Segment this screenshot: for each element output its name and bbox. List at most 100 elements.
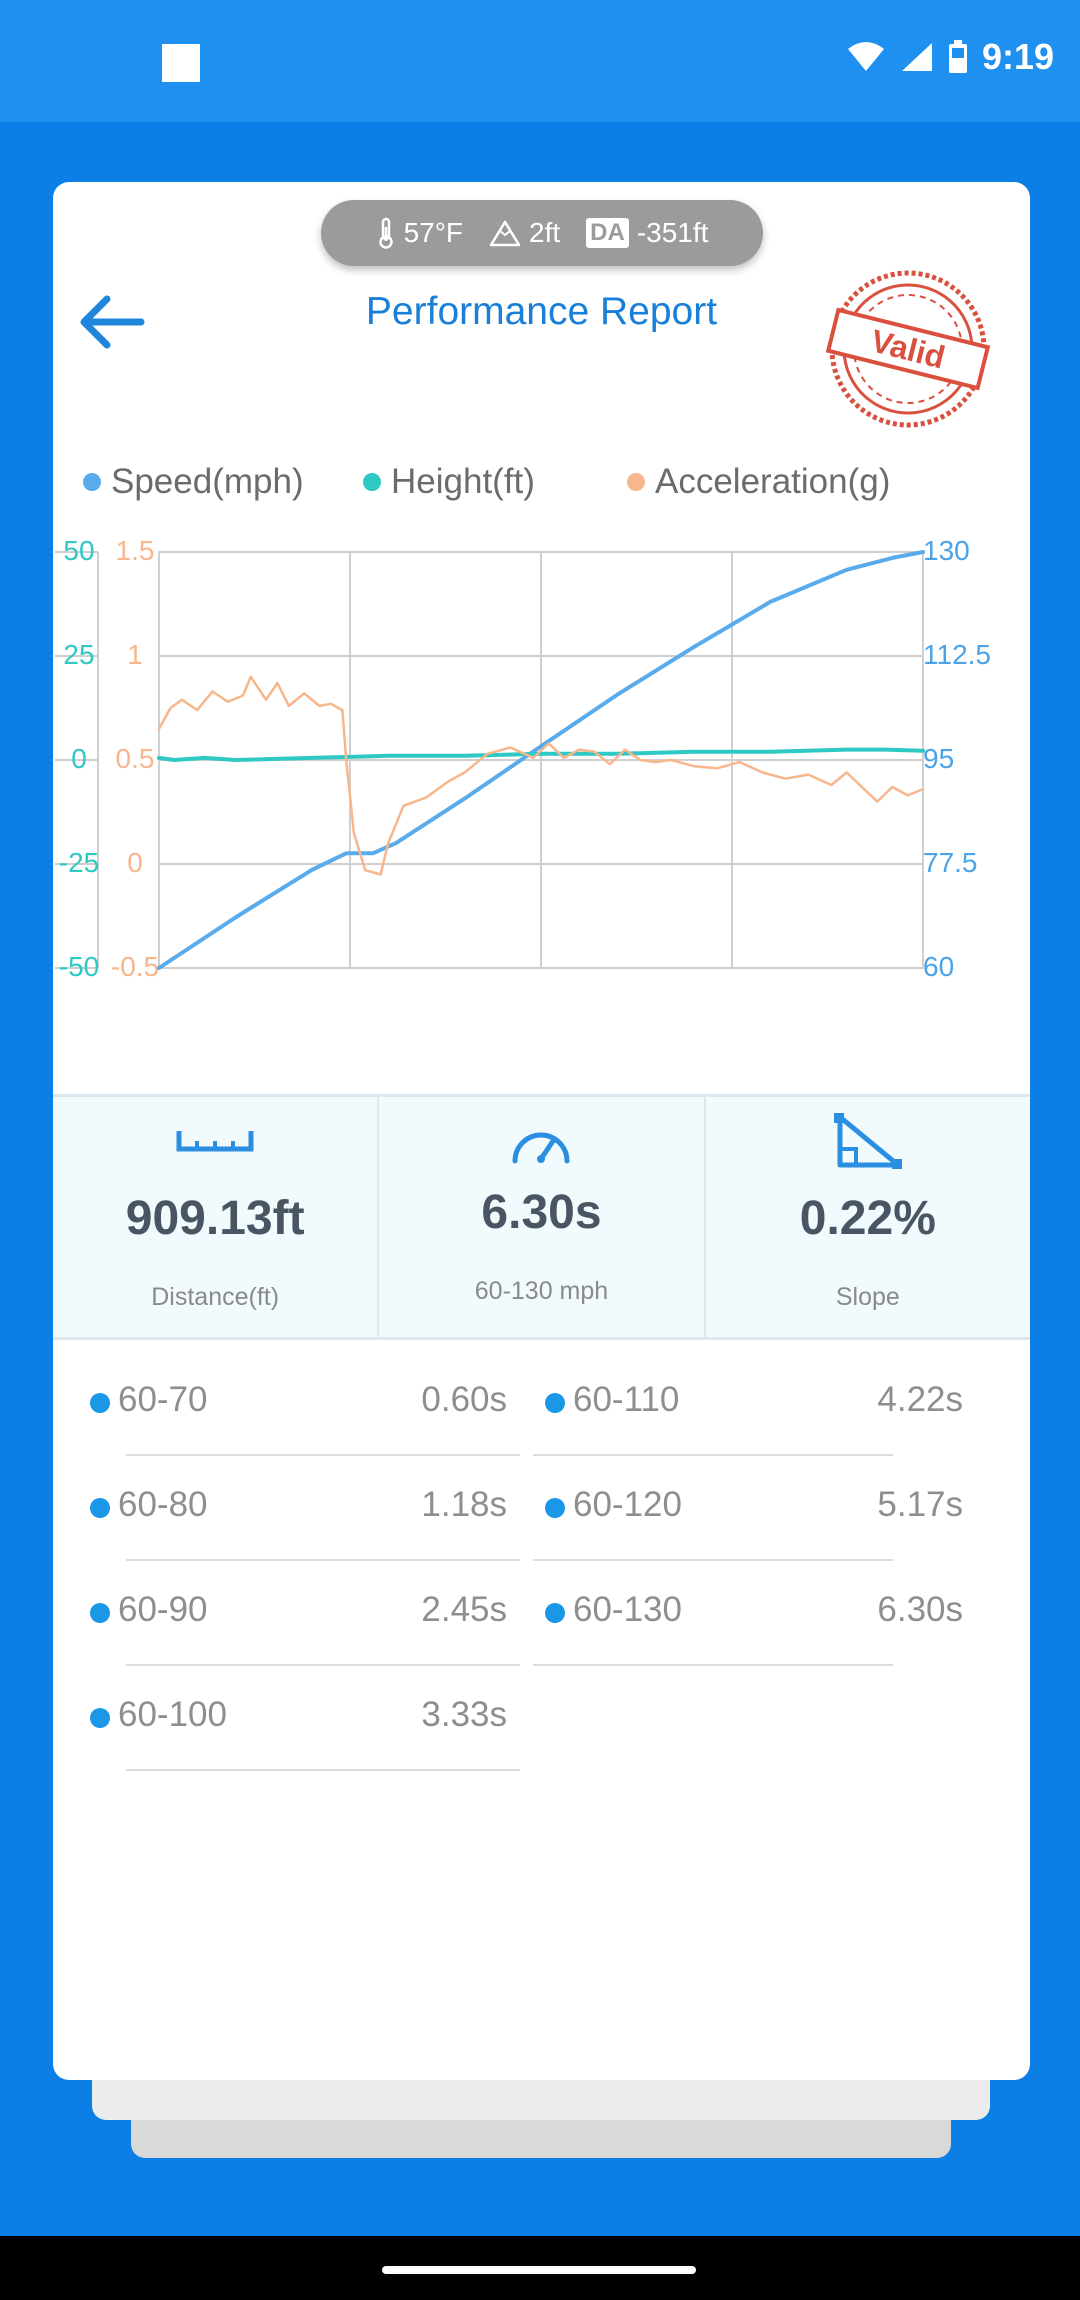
split-range: 60-70 — [118, 1380, 208, 1419]
acceleration-tick-label: 0.5 — [116, 743, 155, 774]
density-altitude-badge: DA — [586, 218, 629, 248]
split-bullet — [90, 1498, 110, 1518]
split-divider — [126, 1454, 520, 1456]
split-time: 2.45s — [421, 1590, 507, 1629]
time-label: 60-130 mph — [474, 1277, 609, 1305]
acceleration-series-line — [157, 675, 925, 876]
slope-icon — [833, 1113, 902, 1169]
metrics-panel: 909.13ft Distance(ft) 6.30s 60-130 mph — [53, 1094, 1030, 1340]
split-bullet — [545, 1393, 565, 1413]
split-range: 60-80 — [118, 1485, 208, 1524]
height-tick-label: 50 — [63, 535, 94, 566]
ruler-icon — [176, 1131, 254, 1152]
legend-acceleration-dot — [627, 473, 645, 491]
legend-height: Height(ft) — [363, 462, 627, 502]
environment-info: 57°F 2ft DA -351ft — [321, 200, 763, 266]
legend-height-label: Height(ft) — [391, 462, 535, 501]
split-row: 60-110 4.22s — [533, 1350, 1030, 1456]
altitude-item: 2ft — [489, 217, 560, 249]
split-divider — [126, 1664, 520, 1666]
status-bar: 9:19 — [0, 0, 1080, 122]
split-bullet — [90, 1708, 110, 1728]
chart-lines — [157, 550, 925, 970]
density-altitude-item: DA -351ft — [586, 217, 708, 249]
speed-tick-label: 95 — [923, 743, 954, 774]
height-series-line — [157, 747, 925, 762]
page-title: Performance Report — [365, 290, 718, 333]
stamp-text: Valid — [867, 322, 948, 375]
split-bullet — [90, 1393, 110, 1413]
height-tick-label: -50 — [59, 951, 99, 982]
distance-metric: 909.13ft Distance(ft) — [53, 1097, 377, 1337]
status-icons: 9:19 — [846, 36, 1054, 78]
acceleration-tick-label: 0 — [127, 847, 143, 878]
split-row: 60-70 0.60s — [53, 1350, 533, 1456]
chart-grid — [55, 551, 924, 969]
split-divider — [533, 1559, 893, 1561]
temperature-value: 57°F — [403, 217, 464, 248]
split-time: 1.18s — [421, 1485, 507, 1524]
slope-label: Slope — [835, 1283, 900, 1311]
thermometer-icon — [378, 217, 393, 249]
split-time: 5.17s — [877, 1485, 963, 1524]
split-row: 60-90 2.45s — [53, 1560, 533, 1666]
legend-speed-dot — [83, 473, 101, 491]
report-card: 57°F 2ft DA -351ft Performance Report Va… — [53, 182, 1030, 2080]
speed-tick-label: 77.5 — [923, 847, 978, 878]
acceleration-tick-label: 1 — [127, 639, 143, 670]
split-range: 60-90 — [118, 1590, 208, 1629]
time-value: 6.30s — [481, 1186, 602, 1239]
split-range: 60-120 — [573, 1485, 682, 1524]
legend-height-dot — [363, 473, 381, 491]
temperature-item: 57°F — [376, 217, 463, 249]
chart-legend: Speed(mph) Height(ft) Acceleration(g) — [83, 462, 890, 502]
legend-acceleration: Acceleration(g) — [627, 462, 890, 502]
split-time: 4.22s — [877, 1380, 963, 1419]
status-time: 9:19 — [981, 36, 1054, 77]
slope-metric: 0.22% Slope — [703, 1097, 1030, 1337]
chart-ticks: 50 25 0 -25 -50 1.5 1 0.5 0 -0.5 130 112.5 95 77.5 60 — [59, 535, 991, 982]
mountain-icon — [489, 220, 521, 247]
split-range: 60-130 — [573, 1590, 682, 1629]
split-bullet — [545, 1603, 565, 1623]
split-row: 60-80 1.18s — [53, 1455, 533, 1561]
distance-label: Distance(ft) — [151, 1283, 280, 1311]
split-divider — [126, 1769, 520, 1771]
battery-icon — [948, 40, 967, 73]
height-tick-label: -25 — [59, 847, 99, 878]
distance-value: 909.13ft — [125, 1192, 305, 1245]
legend-acceleration-label: Acceleration(g) — [655, 462, 891, 501]
speed-tick-label: 130 — [923, 535, 970, 566]
cellular-signal-icon — [901, 43, 932, 71]
arrow-left-icon — [80, 295, 145, 349]
split-divider — [126, 1559, 520, 1561]
acceleration-tick-label: -0.5 — [111, 951, 159, 982]
split-time: 6.30s — [877, 1590, 963, 1629]
split-row: 60-120 5.17s — [533, 1455, 1030, 1561]
split-divider — [533, 1664, 893, 1666]
split-time: 0.60s — [421, 1380, 507, 1419]
split-range: 60-110 — [573, 1380, 680, 1419]
legend-speed-label: Speed(mph) — [111, 462, 304, 501]
wifi-icon — [847, 42, 884, 71]
acceleration-tick-label: 1.5 — [116, 535, 155, 566]
speed-tick-label: 112.5 — [923, 639, 991, 670]
back-button[interactable] — [67, 282, 157, 362]
valid-stamp: Valid — [825, 270, 991, 428]
home-gesture-handle[interactable] — [382, 2266, 696, 2274]
notification-icon — [162, 44, 200, 82]
performance-chart: 50 25 0 -25 -50 1.5 1 0.5 0 -0.5 130 112.5 95 77.5 60 — [55, 535, 991, 982]
split-row: 60-100 3.33s — [53, 1665, 533, 1771]
split-time: 3.33s — [421, 1695, 507, 1734]
time-metric: 6.30s 60-130 mph — [377, 1097, 703, 1337]
legend-speed: Speed(mph) — [83, 462, 363, 502]
height-tick-label: 0 — [71, 743, 87, 774]
split-row: 60-130 6.30s — [533, 1560, 1030, 1666]
density-altitude-value: -351ft — [636, 217, 709, 248]
split-divider — [533, 1454, 893, 1456]
split-bullet — [90, 1603, 110, 1623]
speed-series-line — [157, 550, 925, 970]
slope-value: 0.22% — [799, 1192, 936, 1245]
split-bullet — [545, 1498, 565, 1518]
altitude-value: 2ft — [529, 217, 561, 248]
